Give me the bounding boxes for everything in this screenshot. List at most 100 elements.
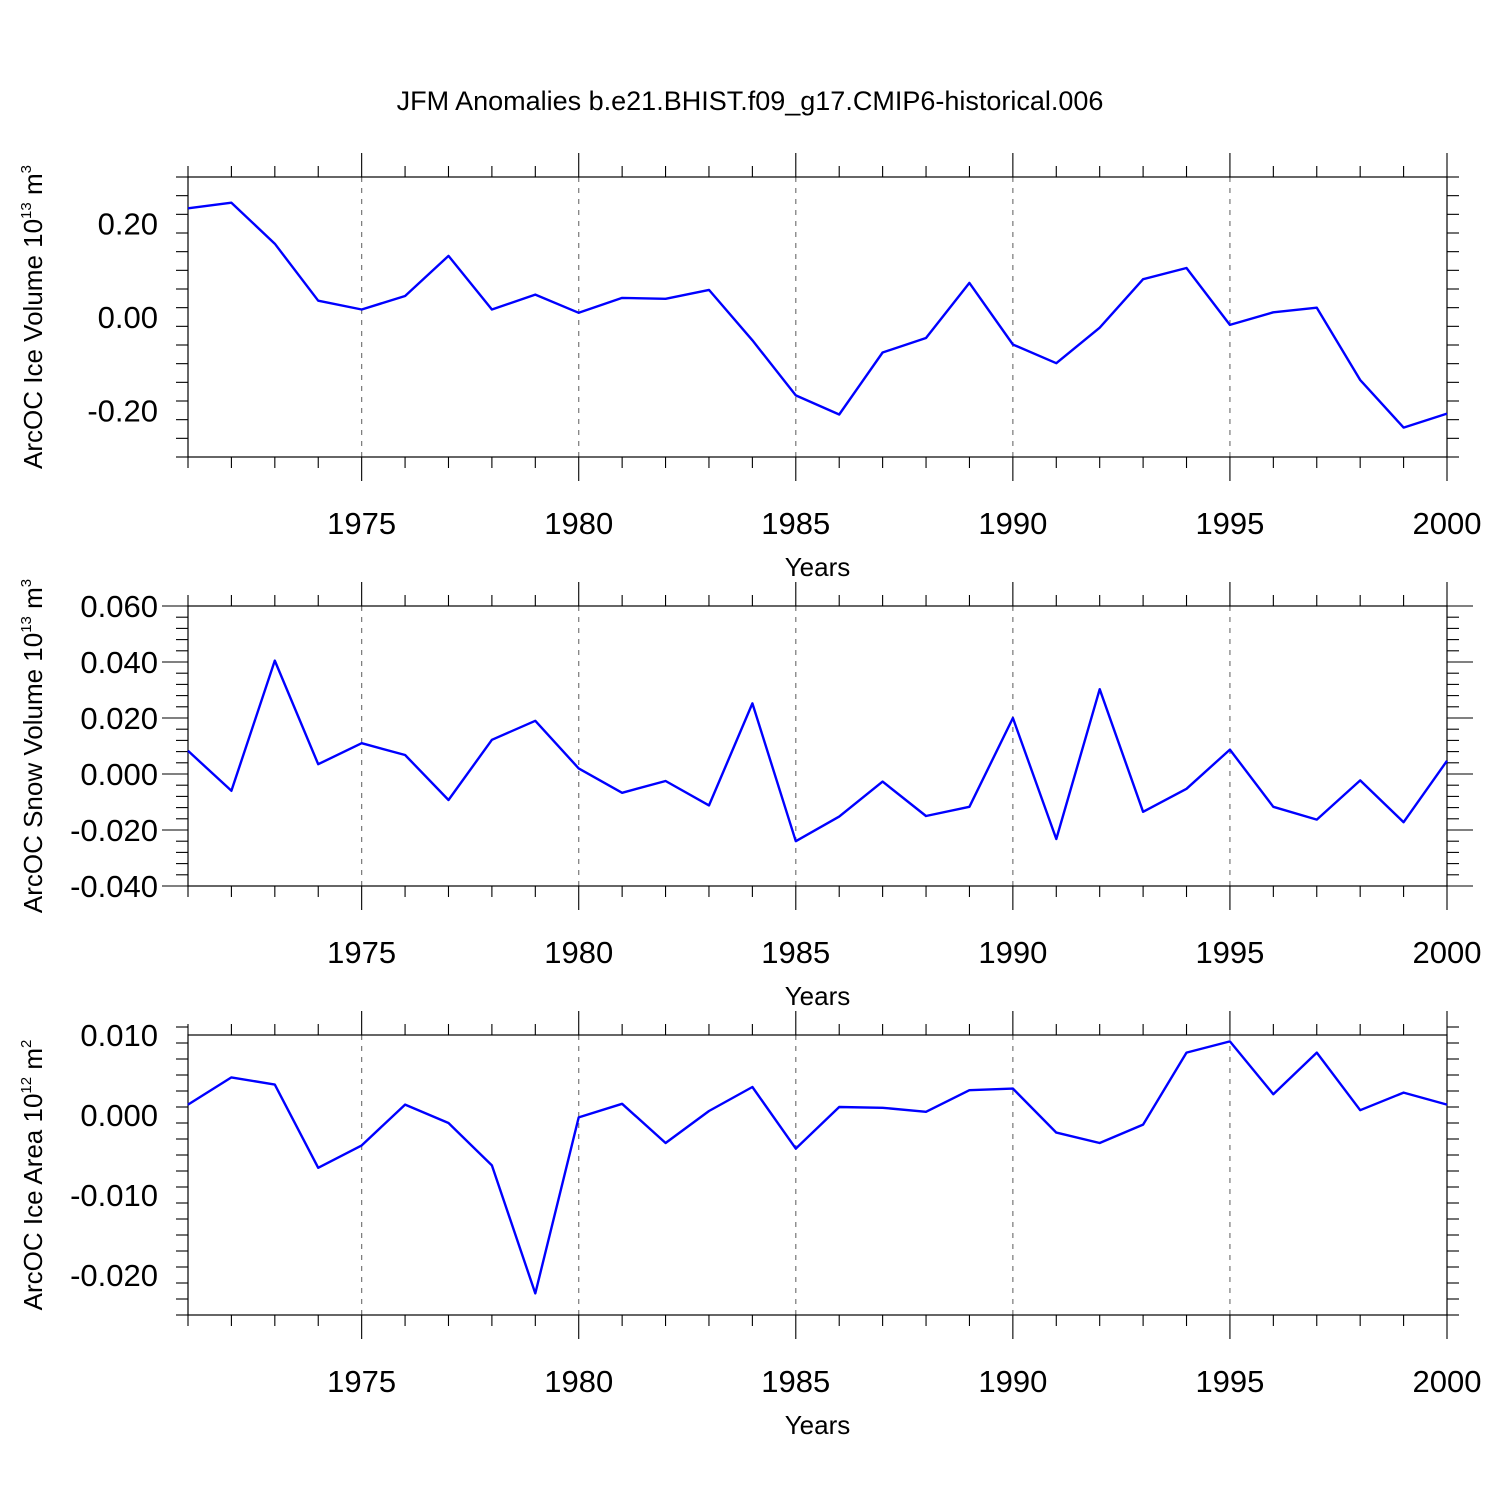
data-point-1982 <box>664 1142 666 1144</box>
data-point-1983 <box>708 804 710 806</box>
data-point-1983 <box>708 1110 710 1112</box>
data-point-1993 <box>1142 278 1144 280</box>
data-point-1974 <box>317 1167 319 1169</box>
x-tick-label: 1980 <box>544 935 613 970</box>
data-point-2000 <box>1446 760 1448 762</box>
x-tick-label: 1995 <box>1195 935 1264 970</box>
y-tick-label: 0.000 <box>80 757 158 792</box>
x-tick-label: 1995 <box>1195 506 1264 541</box>
data-point-1983 <box>708 289 710 291</box>
data-point-1978 <box>491 739 493 741</box>
data-point-1990 <box>1012 1087 1014 1089</box>
y-tick-label: 0.060 <box>80 589 158 624</box>
x-tick-label: 1985 <box>761 506 830 541</box>
x-tick-label: 1975 <box>327 1364 396 1399</box>
y-tick-label: -0.20 <box>87 393 158 428</box>
data-point-1989 <box>968 1089 970 1091</box>
data-point-1998 <box>1359 379 1361 381</box>
data-point-1994 <box>1185 267 1187 269</box>
data-point-1972 <box>230 790 232 792</box>
data-point-1995 <box>1229 748 1231 750</box>
y-axis-title: ArcOC Ice Volume 1013 m3 <box>18 165 48 469</box>
data-point-1990 <box>1012 343 1014 345</box>
y-tick-label: -0.040 <box>70 869 158 904</box>
plot-frame <box>187 176 1448 458</box>
data-point-1980 <box>578 767 580 769</box>
data-point-1991 <box>1055 362 1057 364</box>
x-tick-label: 2000 <box>1413 935 1482 970</box>
data-point-1981 <box>621 792 623 794</box>
data-point-1992 <box>1099 327 1101 329</box>
data-point-1989 <box>968 282 970 284</box>
x-tick-label: 2000 <box>1413 1364 1482 1399</box>
x-tick-label: 1980 <box>544 1364 613 1399</box>
data-point-1999 <box>1402 821 1404 823</box>
data-point-1993 <box>1142 811 1144 813</box>
data-point-1972 <box>230 1076 232 1078</box>
data-point-1974 <box>317 763 319 765</box>
data-point-1991 <box>1055 1131 1057 1133</box>
series-line-2 <box>187 659 1448 843</box>
data-point-1998 <box>1359 779 1361 781</box>
data-point-1982 <box>664 298 666 300</box>
data-point-1980 <box>578 312 580 314</box>
y-tick-label: 0.040 <box>80 645 158 680</box>
panel-3: -0.020 -0.010 0.000 0.010 1975 1980 1985 1990 19… <box>18 1011 1481 1440</box>
data-point-1990 <box>1012 717 1014 719</box>
data-point-1984 <box>751 339 753 341</box>
data-point-1977 <box>447 1122 449 1124</box>
data-point-1986 <box>838 413 840 415</box>
series-line-3 <box>187 1040 1448 1295</box>
x-tick-label: 1975 <box>327 506 396 541</box>
y-tick-label: 0.010 <box>80 1018 158 1053</box>
data-point-1986 <box>838 815 840 817</box>
x-tick-label: 1985 <box>761 1364 830 1399</box>
data-point-1977 <box>447 799 449 801</box>
x-tick-label: 1995 <box>1195 1364 1264 1399</box>
data-point-1978 <box>491 308 493 310</box>
data-point-1987 <box>881 1107 883 1109</box>
data-point-1975 <box>361 1144 363 1146</box>
data-point-1971 <box>187 207 189 209</box>
data-point-1988 <box>925 815 927 817</box>
data-point-1973 <box>274 1083 276 1085</box>
data-point-1976 <box>404 754 406 756</box>
x-axis-title: Years <box>785 981 851 1011</box>
data-point-1996 <box>1272 1093 1274 1095</box>
y-tick-label: 0.00 <box>98 300 158 335</box>
y-axis-title: ArcOC Ice Area 1012 m2 <box>18 1040 48 1311</box>
data-point-1974 <box>317 300 319 302</box>
x-tick-label: 1975 <box>327 935 396 970</box>
y-tick-label: 0.20 <box>98 207 158 242</box>
data-point-1998 <box>1359 1109 1361 1111</box>
data-point-1987 <box>881 351 883 353</box>
data-point-1984 <box>751 1086 753 1088</box>
data-point-1982 <box>664 780 666 782</box>
y-axis-title: ArcOC Snow Volume 1013 m3 <box>18 579 48 913</box>
x-axis-title: Years <box>785 1410 851 1440</box>
data-point-1973 <box>274 659 276 661</box>
y-tick-label: 0.020 <box>80 701 158 736</box>
data-point-1987 <box>881 780 883 782</box>
data-point-1979 <box>534 720 536 722</box>
data-point-1984 <box>751 702 753 704</box>
data-point-1986 <box>838 1106 840 1108</box>
data-point-1994 <box>1185 1051 1187 1053</box>
data-point-1994 <box>1185 788 1187 790</box>
plot-frame <box>187 1034 1448 1316</box>
x-axis-title: Years <box>785 552 851 582</box>
data-point-1992 <box>1099 688 1101 690</box>
data-point-1995 <box>1229 324 1231 326</box>
y-tick-label: -0.010 <box>70 1178 158 1213</box>
data-point-1978 <box>491 1164 493 1166</box>
x-tick-label: 1990 <box>978 935 1047 970</box>
data-point-1976 <box>404 1103 406 1105</box>
data-point-1989 <box>968 806 970 808</box>
x-tick-label: 1990 <box>978 506 1047 541</box>
plot-frame <box>187 605 1448 887</box>
data-point-2000 <box>1446 412 1448 414</box>
data-point-1976 <box>404 295 406 297</box>
y-tick-label: 0.000 <box>80 1098 158 1133</box>
